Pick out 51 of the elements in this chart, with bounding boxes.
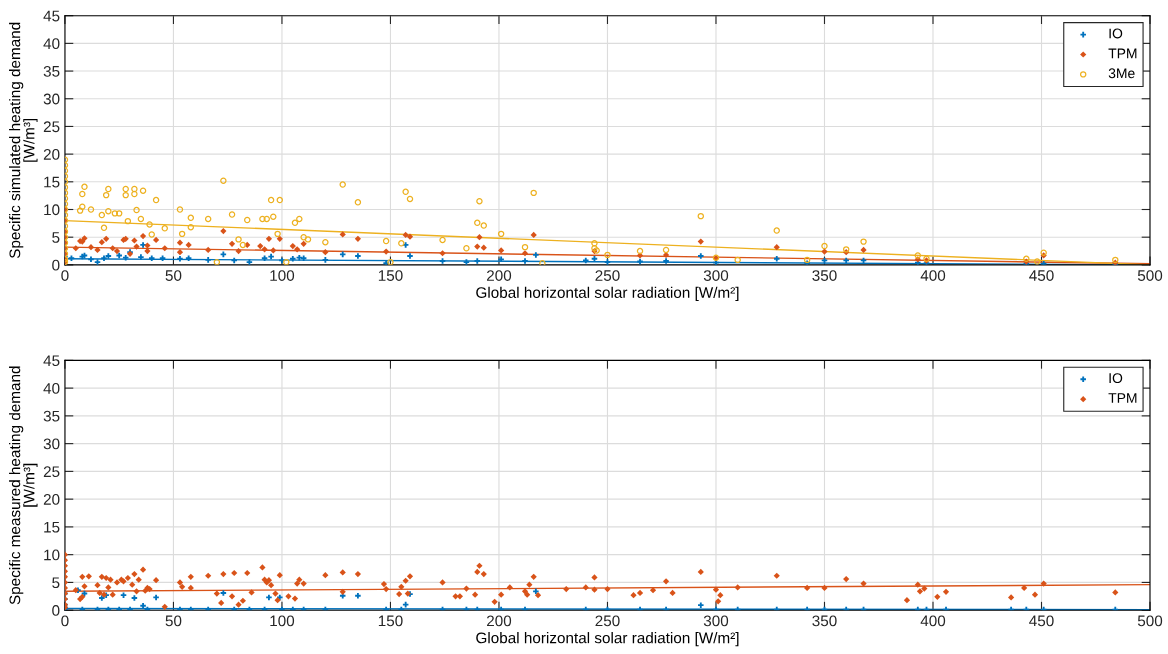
x-tick-label: 200 (486, 270, 512, 281)
y-tick-label: 25 (43, 466, 60, 478)
x-tick-label: 50 (165, 270, 182, 281)
y-tick-label: 30 (43, 93, 60, 105)
y-tick-label: 15 (44, 176, 60, 188)
y-axis-title: Specific simulated heating demand [W/m³] (9, 22, 38, 259)
y-tick-label: 5 (52, 577, 60, 589)
y-tick-label: 15 (44, 521, 60, 533)
x-tick-label: 250 (595, 615, 620, 627)
x-tick-label: 500 (1137, 615, 1163, 627)
y-tick-label: 35 (43, 410, 60, 422)
y-tick-label: 25 (43, 121, 60, 133)
x-tick-label: 0 (61, 270, 69, 281)
y-tick-label: 5 (52, 232, 60, 243)
y-tick-label: 35 (43, 65, 60, 77)
y-tick-label: 40 (43, 382, 60, 394)
x-tick-label: 350 (812, 615, 837, 627)
x-tick-label: 250 (595, 270, 620, 281)
x-tick-label: 150 (378, 270, 403, 281)
legend-label: TPM (1108, 48, 1137, 59)
y-tick-label: 0 (52, 605, 60, 616)
x-tick-label: 50 (165, 615, 182, 627)
y-tick-label: 10 (44, 549, 60, 561)
y-tick-label: 45 (43, 355, 60, 367)
legend-label: 3Me (1108, 68, 1135, 79)
x-tick-label: 0 (61, 615, 69, 627)
y-tick-label: 0 (52, 259, 60, 271)
legend-label: TPM (1108, 393, 1137, 403)
x-tick-label: 450 (1029, 270, 1054, 281)
x-tick-label: 400 (920, 270, 946, 281)
x-tick-label: 500 (1137, 270, 1163, 281)
y-tick-label: 10 (44, 204, 60, 216)
x-tick-label: 300 (703, 270, 729, 281)
legend-label: IO (1109, 373, 1123, 384)
x-tick-label: 100 (270, 270, 295, 281)
x-axis-title: Global horizontal solar radiation [W/m²] (476, 286, 739, 301)
x-axis-title: Global horizontal solar radiation [W/m²] (476, 632, 739, 647)
x-tick-label: 200 (486, 615, 512, 627)
x-tick-label: 300 (703, 615, 729, 627)
y-tick-label: 40 (43, 38, 60, 50)
y-tick-label: 45 (43, 10, 60, 22)
y-tick-label: 20 (43, 494, 60, 505)
y-axis-title: Specific measured heating demand [W/m³] (9, 366, 38, 605)
x-tick-label: 350 (812, 270, 837, 281)
x-tick-label: 100 (270, 615, 295, 627)
legend-label: IO (1109, 28, 1123, 39)
x-tick-label: 450 (1029, 615, 1054, 627)
x-tick-label: 400 (920, 615, 946, 627)
y-tick-label: 20 (43, 148, 60, 160)
x-tick-label: 150 (378, 615, 403, 627)
y-tick-label: 30 (43, 438, 60, 450)
